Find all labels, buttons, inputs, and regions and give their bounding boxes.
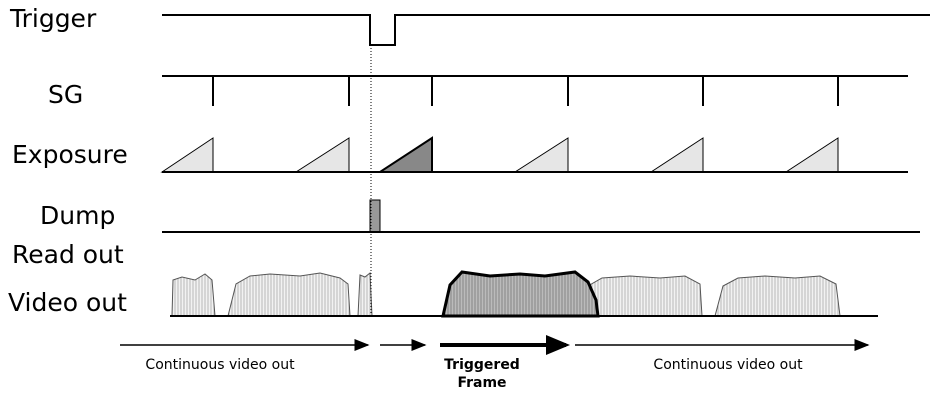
- annotation: Continuous video out: [145, 357, 295, 373]
- trigger-line: [162, 14, 930, 46]
- signal-label: Exposure: [12, 140, 128, 169]
- sg-line: [162, 75, 908, 106]
- signal-label: SG: [48, 80, 84, 109]
- annotation: Triggered Frame: [444, 357, 520, 392]
- signal-label: Dump: [40, 201, 116, 230]
- signal-label: Video out: [8, 288, 127, 317]
- annotation: Continuous video out: [653, 357, 803, 373]
- triggered-video: [441, 270, 600, 318]
- signal-label: Read out: [12, 240, 124, 269]
- exposure-ramps: [160, 136, 839, 173]
- signal-label: Trigger: [10, 4, 97, 33]
- video-blobs: [171, 271, 841, 317]
